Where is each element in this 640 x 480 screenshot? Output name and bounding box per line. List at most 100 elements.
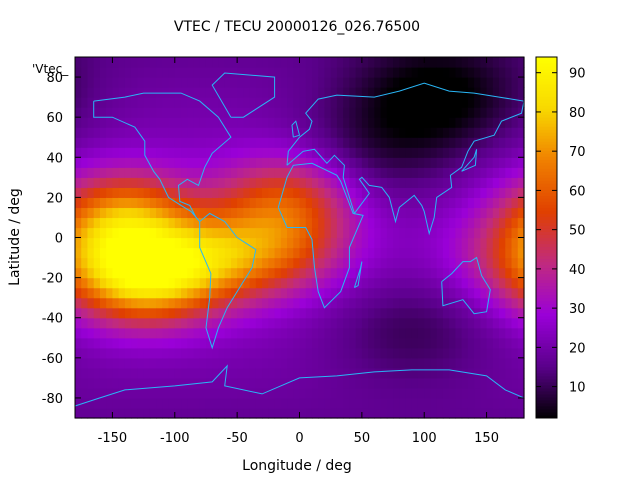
heatmap-cell <box>131 97 138 108</box>
heatmap-cell <box>374 167 382 178</box>
heatmap-cell <box>305 157 313 168</box>
heatmap-cell <box>355 87 363 98</box>
heatmap-cell <box>262 117 269 128</box>
heatmap-cell <box>149 87 157 98</box>
heatmap-cell <box>442 57 450 68</box>
heatmap-cell <box>280 77 288 88</box>
heatmap-cell <box>268 247 276 259</box>
heatmap-cell <box>156 77 163 88</box>
heatmap-cell <box>374 117 382 128</box>
heatmap-cell <box>467 277 475 289</box>
heatmap-cell <box>81 147 89 158</box>
heatmap-cell <box>374 107 382 118</box>
heatmap-cell <box>311 237 319 249</box>
heatmap-cell <box>417 167 425 178</box>
heatmap-cell <box>87 57 95 68</box>
heatmap-cell <box>343 327 350 339</box>
colorbar-segment <box>536 60 557 64</box>
heatmap-cell <box>230 307 238 319</box>
heatmap-cell <box>237 407 244 419</box>
heatmap-cell <box>193 347 201 359</box>
heatmap-cell <box>212 167 220 178</box>
heatmap-cell <box>218 157 226 168</box>
heatmap-cell <box>343 397 350 409</box>
heatmap-cell <box>268 397 276 409</box>
heatmap-cell <box>405 167 413 178</box>
heatmap-cell <box>499 317 506 329</box>
heatmap-cell <box>480 97 488 108</box>
heatmap-cell <box>255 407 263 419</box>
heatmap-cell <box>442 127 450 138</box>
heatmap-cell <box>517 317 525 329</box>
heatmap-cell <box>305 127 313 138</box>
heatmap-cell <box>174 277 182 289</box>
heatmap-cell <box>112 267 120 279</box>
heatmap-cell <box>449 107 457 118</box>
heatmap-cell <box>99 297 107 309</box>
heatmap-cell <box>280 267 288 279</box>
heatmap-cell <box>293 67 301 78</box>
heatmap-cell <box>349 247 357 259</box>
heatmap-cell <box>424 97 432 108</box>
heatmap-cell <box>474 57 481 68</box>
heatmap-cell <box>262 277 269 289</box>
heatmap-cell <box>106 407 114 419</box>
heatmap-cell <box>118 377 126 389</box>
heatmap-cell <box>87 397 95 409</box>
heatmap-cell <box>393 367 400 379</box>
heatmap-cell <box>343 257 350 269</box>
heatmap-cell <box>436 97 444 108</box>
heatmap-cell <box>124 307 132 319</box>
heatmap-cell <box>280 147 288 158</box>
heatmap-cell <box>205 337 213 349</box>
heatmap-cell <box>112 157 120 168</box>
heatmap-cell <box>218 237 226 249</box>
heatmap-cell <box>168 387 176 399</box>
heatmap-cell <box>467 77 475 88</box>
heatmap-cell <box>517 87 525 98</box>
heatmap-cell <box>505 237 513 249</box>
heatmap-cell <box>355 377 363 389</box>
heatmap-cell <box>305 287 313 299</box>
colorbar-segment <box>536 372 557 377</box>
heatmap-cell <box>87 97 95 108</box>
heatmap-cell <box>268 287 276 299</box>
colorbar-segment <box>536 399 557 404</box>
colorbar-segment <box>536 75 557 79</box>
heatmap-cell <box>436 227 444 239</box>
heatmap-cell <box>430 137 438 148</box>
heatmap-cell <box>280 57 288 68</box>
heatmap-cell <box>368 387 375 399</box>
heatmap-cell <box>311 397 319 409</box>
heatmap-cell <box>517 227 525 239</box>
heatmap-cell <box>112 117 120 128</box>
heatmap-cell <box>449 77 457 88</box>
heatmap-cell <box>368 337 375 349</box>
heatmap-cell <box>305 367 313 379</box>
heatmap-cell <box>386 357 394 369</box>
heatmap-cell <box>324 237 332 249</box>
heatmap-cell <box>492 117 500 128</box>
heatmap-cell <box>318 387 326 399</box>
heatmap-cell <box>187 367 195 379</box>
heatmap-cell <box>124 247 132 259</box>
heatmap-cell <box>249 307 257 319</box>
heatmap-cell <box>124 157 132 168</box>
heatmap-cell <box>112 167 120 178</box>
heatmap-cell <box>305 257 313 269</box>
heatmap-cell <box>486 107 494 118</box>
heatmap-cell <box>243 407 251 419</box>
heatmap-cell <box>318 177 326 188</box>
heatmap-cell <box>93 147 101 158</box>
heatmap-cell <box>243 327 251 339</box>
heatmap-cell <box>355 287 363 299</box>
colorbar-segment <box>536 324 557 329</box>
heatmap-cell <box>187 257 195 269</box>
heatmap-cell <box>268 177 276 188</box>
heatmap-cell <box>118 147 126 158</box>
heatmap-cell <box>87 137 95 148</box>
heatmap-cell <box>399 307 407 319</box>
heatmap-cell <box>237 317 244 329</box>
heatmap-cell <box>168 327 176 339</box>
heatmap-cell <box>205 57 213 68</box>
